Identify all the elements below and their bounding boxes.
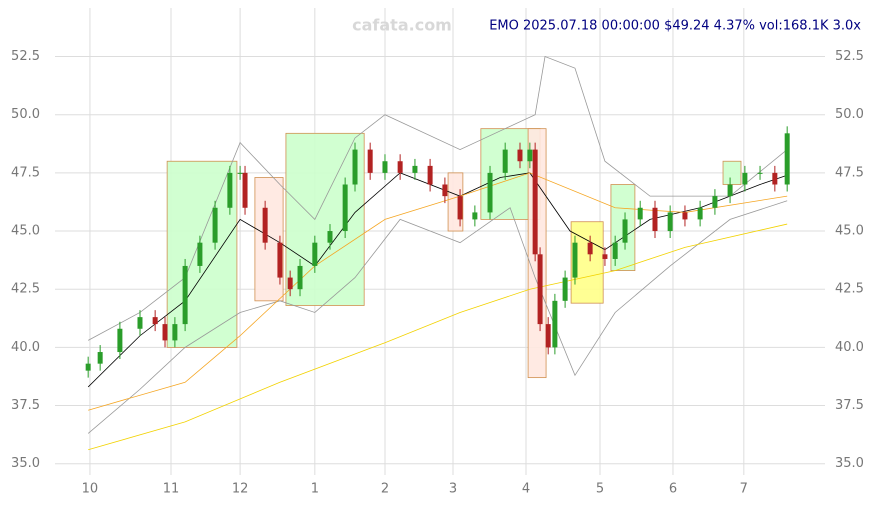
y-tick-label: 45.0 xyxy=(11,224,40,239)
y-tick-label: 42.5 xyxy=(11,282,40,297)
candle-body xyxy=(397,161,403,173)
candle-body xyxy=(652,207,658,232)
y-tick-label: 40.0 xyxy=(11,340,40,355)
candle-body xyxy=(367,149,373,173)
candle-body xyxy=(137,317,143,329)
candle-body xyxy=(545,324,551,348)
indicator-line xyxy=(87,200,788,434)
candle-body xyxy=(442,184,448,197)
indicator-line xyxy=(88,172,788,411)
candle-body xyxy=(197,242,203,266)
indicator-line xyxy=(88,223,788,451)
y-tick-label: 37.5 xyxy=(11,398,40,413)
y-tick-label-right: 50.0 xyxy=(835,107,864,122)
candle-body xyxy=(712,196,718,208)
candle-body xyxy=(227,172,233,208)
candle-body xyxy=(342,184,348,232)
y-tick-label-right: 37.5 xyxy=(835,398,864,413)
candle-body xyxy=(772,172,778,185)
y-tick-label-right: 47.5 xyxy=(835,165,864,180)
candle-body xyxy=(297,265,303,290)
y-tick-label: 52.5 xyxy=(11,49,40,64)
candle-body xyxy=(412,165,418,173)
candle-body xyxy=(212,207,218,243)
candle-body xyxy=(182,265,188,325)
y-tick-label: 50.0 xyxy=(11,107,40,122)
candle-body xyxy=(382,161,388,173)
candle-body xyxy=(237,172,243,174)
candle-body xyxy=(312,242,318,266)
y-tick-label: 35.0 xyxy=(11,456,40,471)
x-tick-label: 10 xyxy=(82,482,99,497)
y-tick-label-right: 42.5 xyxy=(835,282,864,297)
candle-body xyxy=(572,242,578,278)
zone xyxy=(254,177,284,302)
candle-body xyxy=(517,149,523,162)
candle-body xyxy=(327,231,333,243)
y-tick-label-right: 35.0 xyxy=(835,456,864,471)
candle-body xyxy=(85,363,91,371)
x-tick-label: 5 xyxy=(596,482,604,497)
candle-body xyxy=(742,172,748,185)
y-tick-label: 47.5 xyxy=(11,165,40,180)
candle-body xyxy=(697,207,703,220)
candle-body xyxy=(287,277,293,290)
candle-body xyxy=(552,300,558,348)
watermark: cafata.com xyxy=(352,16,452,35)
candle-body xyxy=(277,242,283,278)
candle-body xyxy=(427,165,433,185)
candle-body xyxy=(637,207,643,220)
candle-body xyxy=(532,149,538,255)
plot: 35.0 35.0 37.5 37.5 40.0 40.0 42.5 42.5 45.0 45.0… xyxy=(11,8,864,497)
y-tick-label-right: 52.5 xyxy=(835,49,864,64)
candle-body xyxy=(667,212,673,232)
candle-body xyxy=(242,172,248,208)
y-tick-label-right: 40.0 xyxy=(835,340,864,355)
candle-body xyxy=(262,207,268,243)
candle-body xyxy=(352,149,358,185)
candle-body xyxy=(537,254,543,325)
chart-title: EMO 2025.07.18 00:00:00 $49.24 4.37% vol… xyxy=(489,19,861,34)
candle-body xyxy=(757,172,763,174)
y-tick-label-right: 45.0 xyxy=(835,224,864,239)
candle-body xyxy=(162,324,168,341)
x-tick-label: 4 xyxy=(522,482,530,497)
candle-body xyxy=(612,242,618,259)
x-tick-label: 7 xyxy=(740,482,748,497)
x-tick-label: 2 xyxy=(381,482,389,497)
x-tick-label: 1 xyxy=(311,482,319,497)
candle-body xyxy=(172,324,178,341)
candle-body xyxy=(784,133,790,185)
candle-body xyxy=(472,212,478,220)
x-tick-label: 6 xyxy=(669,482,677,497)
candle-body xyxy=(682,212,688,220)
candle-body xyxy=(97,352,103,364)
x-tick-label: 3 xyxy=(449,482,457,497)
candle-body xyxy=(727,184,733,197)
candle-body xyxy=(602,254,608,259)
candle-body xyxy=(622,219,628,243)
candle-body xyxy=(152,317,158,325)
x-tick-label: 12 xyxy=(232,482,249,497)
candle-body xyxy=(117,328,123,353)
candle-body xyxy=(502,149,508,173)
candle-body xyxy=(527,149,533,162)
candle-body xyxy=(457,196,463,220)
zone xyxy=(722,160,742,185)
x-tick-label: 11 xyxy=(163,482,180,497)
candle-body xyxy=(562,277,568,301)
candle-body xyxy=(587,242,593,255)
candle-body xyxy=(487,172,493,213)
